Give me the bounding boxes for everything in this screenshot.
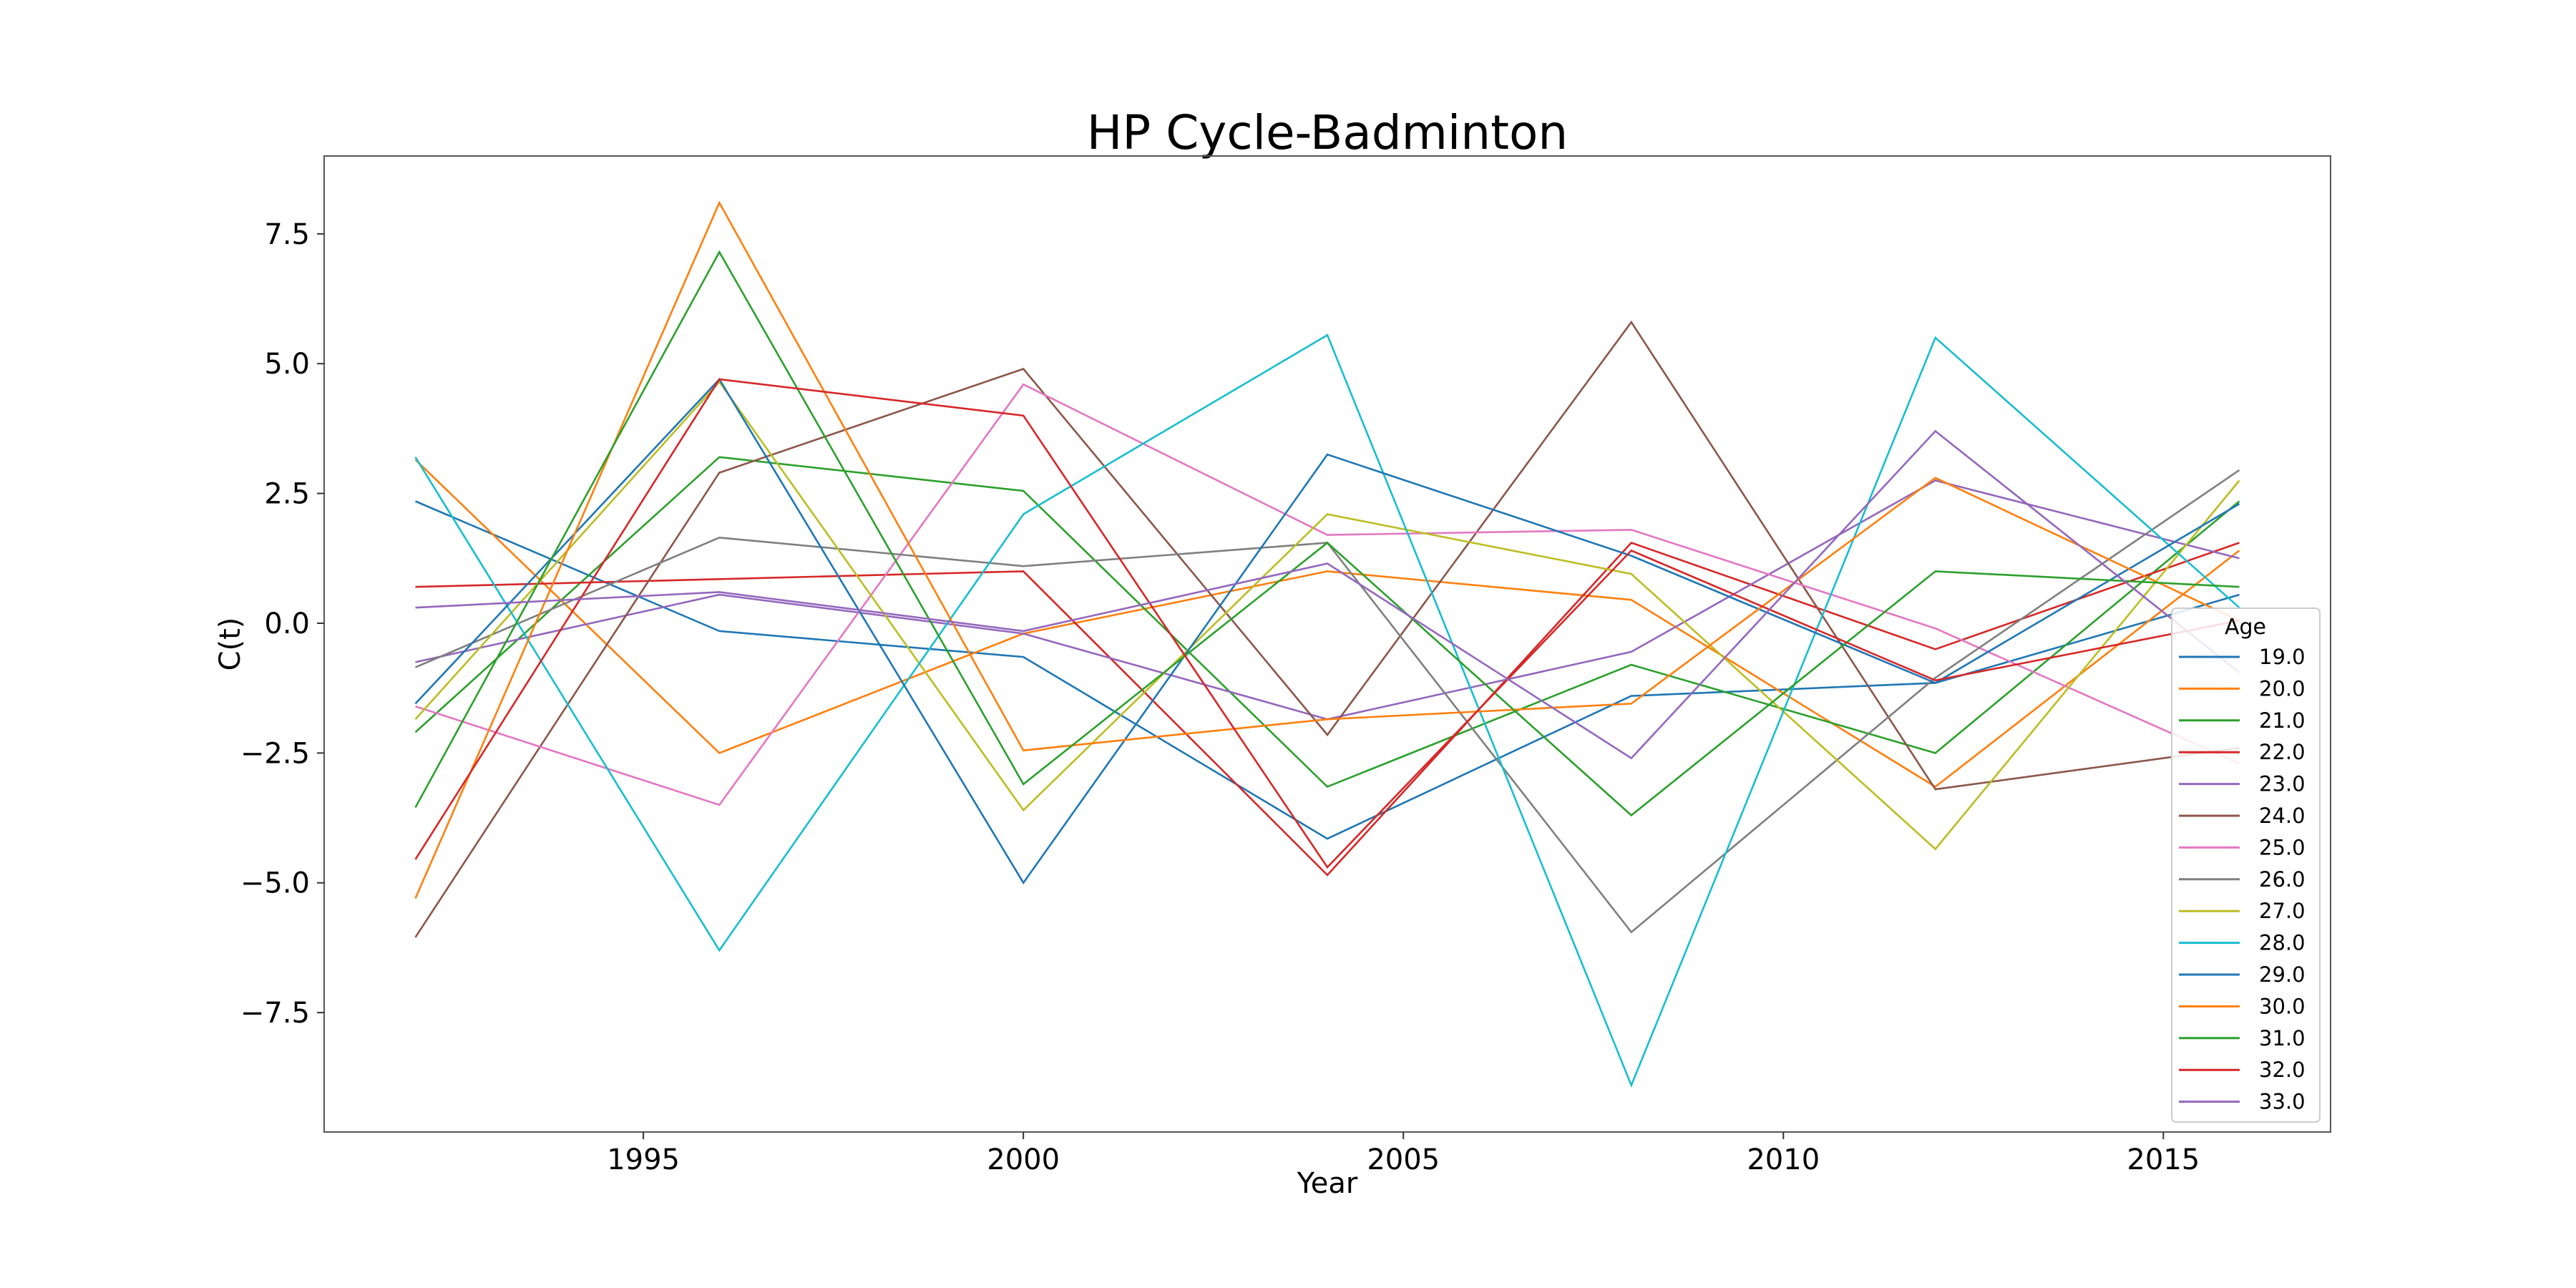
legend-item-33.0: 33.0 [2179, 1090, 2306, 1114]
x-axis-label: Year [1297, 1167, 1358, 1200]
legend-item-21.0: 21.0 [2179, 708, 2306, 733]
legend-item-19.0: 19.0 [2179, 645, 2306, 669]
legend-item-22.0: 22.0 [2179, 740, 2306, 764]
legend-label: 20.0 [2259, 676, 2306, 701]
legend-label: 29.0 [2259, 962, 2306, 987]
plot-frame [323, 155, 2331, 1133]
series-line-30.0 [414, 200, 2240, 899]
y-tick-label: 5.0 [264, 348, 310, 381]
series-line-25.0 [415, 383, 2240, 806]
legend-item-26.0: 26.0 [2179, 867, 2306, 892]
legend-label: 21.0 [2259, 708, 2306, 733]
legend-label: 22.0 [2259, 740, 2306, 764]
x-tick-label: 2015 [2127, 1143, 2200, 1176]
legend-label: 32.0 [2259, 1058, 2306, 1082]
legend-item-32.0: 32.0 [2179, 1058, 2306, 1082]
legend: Age 19.0 20.0 21.0 22.0 23.0 24.0 25.0 26.0 27.0… [2171, 608, 2321, 1123]
series-line-32.0 [414, 378, 2240, 869]
legend-label: 24.0 [2259, 804, 2306, 828]
chart-title: HP Cycle-Badminton [1087, 105, 1568, 160]
series-layer [414, 200, 2240, 1088]
legend-item-25.0: 25.0 [2179, 835, 2306, 859]
legend-item-28.0: 28.0 [2179, 931, 2306, 955]
legend-label: 28.0 [2259, 931, 2306, 955]
series-line-28.0 [414, 333, 2240, 1088]
x-tick-label: 1995 [607, 1143, 680, 1176]
y-tick-label: 7.5 [264, 218, 310, 251]
series-line-23.0 [415, 479, 2240, 721]
legend-box [2171, 608, 2321, 1123]
series-line-22.0 [415, 541, 2240, 877]
legend-item-23.0: 23.0 [2179, 772, 2306, 796]
y-tick-label: 2.5 [264, 478, 310, 511]
y-axis: 7.5 5.0 2.5 0.0 −2.5 −5.0 −7.5 [240, 218, 324, 1030]
legend-item-27.0: 27.0 [2179, 899, 2306, 923]
legend-label: 25.0 [2259, 835, 2306, 859]
legend-item-24.0: 24.0 [2179, 804, 2306, 828]
y-tick-label: 0.0 [264, 608, 310, 640]
x-tick-label: 2010 [1747, 1143, 1820, 1176]
series-line-33.0 [415, 429, 2240, 760]
legend-label: 19.0 [2259, 645, 2306, 669]
series-line-19.0 [414, 500, 2240, 840]
legend-label: 30.0 [2259, 994, 2306, 1018]
series-line-26.0 [414, 469, 2240, 934]
legend-label: 23.0 [2259, 772, 2306, 796]
y-tick-label: −7.5 [240, 997, 310, 1030]
series-line-24.0 [414, 320, 2240, 938]
legend-item-20.0: 20.0 [2179, 676, 2306, 701]
series-line-20.0 [414, 459, 2240, 789]
legend-label: 31.0 [2259, 1026, 2306, 1050]
y-axis-label: C(t) [214, 618, 247, 671]
legend-label: 33.0 [2259, 1090, 2306, 1114]
series-line-27.0 [414, 380, 2240, 851]
series-line-21.0 [414, 456, 2240, 789]
legend-title: Age [2225, 615, 2266, 640]
legend-label: 26.0 [2259, 867, 2306, 892]
x-axis: 1995 2000 2005 2010 2015 [607, 1132, 2200, 1176]
legend-item-29.0: 29.0 [2179, 962, 2306, 987]
legend-items: 19.0 20.0 21.0 22.0 23.0 24.0 25.0 26.0 27.0 28.0… [2179, 645, 2306, 1114]
legend-item-31.0: 31.0 [2179, 1026, 2306, 1050]
x-tick-label: 2005 [1367, 1143, 1440, 1176]
y-tick-label: −5.0 [240, 867, 310, 900]
y-tick-label: −2.5 [240, 737, 310, 770]
legend-label: 27.0 [2259, 899, 2306, 923]
x-tick-label: 2000 [987, 1143, 1060, 1176]
legend-item-30.0: 30.0 [2179, 994, 2306, 1018]
series-line-31.0 [414, 250, 2240, 817]
